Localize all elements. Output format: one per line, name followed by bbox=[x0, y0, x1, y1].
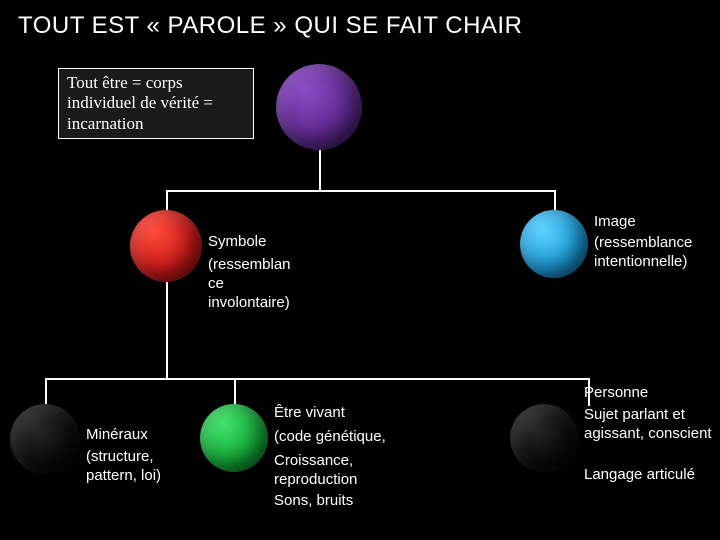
node-vivant bbox=[200, 404, 268, 472]
label-vivant-d1: (code génétique, bbox=[274, 428, 424, 447]
connector bbox=[234, 378, 236, 406]
label-personne-title: Personne bbox=[584, 384, 648, 403]
label-symbole-desc: (ressemblan ce involontaire) bbox=[208, 256, 308, 312]
connector bbox=[166, 282, 168, 378]
label-symbole-title: Symbole bbox=[208, 233, 266, 252]
node-root bbox=[276, 64, 362, 150]
label-vivant-title: Être vivant bbox=[274, 404, 345, 423]
definition-textbox: Tout être = corps individuel de vérité =… bbox=[58, 68, 254, 139]
connector bbox=[45, 378, 589, 380]
node-mineraux bbox=[10, 404, 80, 474]
connector bbox=[45, 378, 47, 406]
page-title: TOUT EST « PAROLE » QUI SE FAIT CHAIR bbox=[18, 12, 702, 40]
node-symbole bbox=[130, 210, 202, 282]
connector bbox=[166, 190, 554, 192]
label-image-desc: (ressemblance intentionnelle) bbox=[594, 234, 710, 272]
label-image-title: Image bbox=[594, 213, 636, 232]
label-personne-d2: Langage articulé bbox=[584, 466, 704, 485]
label-mineraux-title: Minéraux bbox=[86, 426, 148, 445]
connector bbox=[319, 150, 321, 190]
label-vivant-d2: Croissance, reproduction bbox=[274, 452, 424, 490]
node-personne bbox=[510, 404, 578, 472]
node-image bbox=[520, 210, 588, 278]
label-personne-d1: Sujet parlant et agissant, conscient bbox=[584, 406, 712, 444]
label-vivant-d3: Sons, bruits bbox=[274, 492, 424, 511]
label-mineraux-desc: (structure, pattern, loi) bbox=[86, 448, 186, 486]
